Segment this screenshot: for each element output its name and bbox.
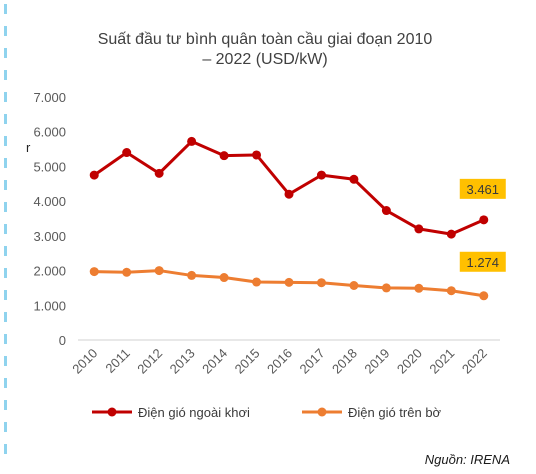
- x-tick-label: 2018: [329, 346, 360, 377]
- x-tick-label: 2015: [232, 346, 263, 377]
- onshore-data-point: [122, 267, 132, 277]
- x-tick-label: 2020: [394, 346, 425, 377]
- legend-label: Điện gió ngoài khơi: [138, 405, 250, 420]
- x-tick-label: 2021: [426, 346, 457, 377]
- offshore-data-point: [284, 189, 294, 199]
- legend-label: Điện gió trên bờ: [348, 405, 442, 420]
- offshore-data-point: [122, 148, 132, 158]
- left-decorative-border: [0, 0, 10, 474]
- onshore-data-point: [381, 283, 391, 293]
- onshore-data-point: [89, 267, 99, 277]
- y-tick-label: 7.000: [33, 90, 66, 105]
- y-tick-label: 5.000: [33, 159, 66, 174]
- x-tick-label: 2010: [69, 346, 100, 377]
- onshore-data-point: [284, 277, 294, 287]
- x-tick-label: 2017: [297, 346, 328, 377]
- offshore-data-point: [187, 136, 197, 146]
- source-note: Nguồn: IRENA: [424, 452, 510, 467]
- x-tick-label: 2016: [264, 346, 295, 377]
- y-tick-label: 4.000: [33, 194, 66, 209]
- x-tick-label: 2022: [459, 346, 490, 377]
- x-tick-label: 2014: [199, 346, 230, 377]
- data-label: 1.274: [466, 255, 499, 270]
- offshore-data-point: [381, 206, 391, 216]
- onshore-data-point: [252, 277, 262, 287]
- offshore-data-point: [89, 170, 99, 180]
- offshore-data-point: [414, 224, 424, 234]
- onshore-data-point: [219, 273, 229, 283]
- y-tick-label: 0: [59, 333, 66, 348]
- y-tick-label: 6.000: [33, 125, 66, 140]
- onshore-data-point: [446, 286, 456, 296]
- data-label-box: [459, 251, 506, 272]
- offshore-series-line: [93, 139, 485, 236]
- onshore-data-point: [479, 291, 489, 301]
- side-mark: r: [26, 140, 31, 155]
- offshore-data-point: [349, 174, 359, 184]
- data-label-box: [459, 178, 506, 199]
- offshore-data-point: [252, 150, 262, 160]
- onshore-data-point: [187, 270, 197, 280]
- y-tick-label: 2.000: [33, 264, 66, 279]
- data-label: 3.461: [466, 182, 499, 197]
- offshore-data-point: [479, 215, 489, 225]
- offshore-data-point: [154, 168, 164, 178]
- onshore-data-point: [414, 283, 424, 293]
- onshore-data-point: [349, 280, 359, 290]
- x-tick-label: 2013: [167, 346, 198, 377]
- y-tick-label: 3.000: [33, 229, 66, 244]
- chart-title-line: Suất đầu tư bình quân toàn cầu giai đoạn…: [97, 31, 433, 48]
- onshore-data-point: [154, 266, 164, 276]
- legend-marker: [107, 407, 117, 417]
- offshore-data-point: [446, 229, 456, 239]
- chart-title: Suất đầu tư bình quân toàn cầu giai đoạn…: [30, 30, 500, 70]
- offshore-data-point: [316, 170, 326, 180]
- y-tick-label: 1.000: [33, 298, 66, 313]
- x-tick-label: 2019: [361, 346, 392, 377]
- x-tick-label: 2011: [102, 346, 132, 376]
- offshore-data-point: [219, 151, 229, 161]
- chart-title-line: – 2022 (USD/kW): [202, 51, 328, 68]
- legend-marker: [317, 407, 327, 417]
- x-tick-label: 2012: [134, 346, 165, 377]
- onshore-data-point: [316, 278, 326, 288]
